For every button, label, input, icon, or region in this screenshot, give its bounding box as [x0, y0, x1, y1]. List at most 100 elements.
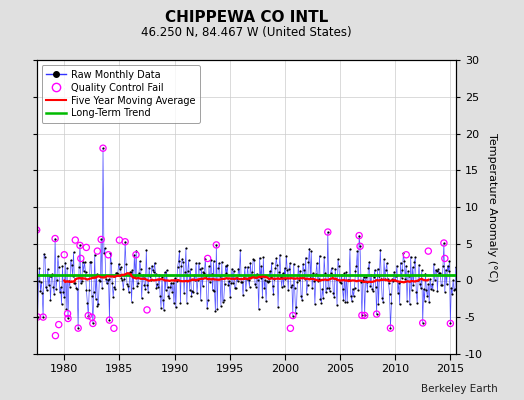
Point: [340, 270, 348, 276]
Point: [157, 305, 165, 311]
Point: [80, 259, 89, 265]
Point: [328, 272, 336, 278]
Point: [104, 252, 113, 258]
Point: [425, 299, 433, 305]
Point: [39, 314, 47, 320]
Point: [211, 308, 220, 315]
Point: [427, 286, 435, 292]
Point: [173, 264, 182, 270]
Point: [282, 252, 290, 259]
Point: [450, 287, 458, 293]
Point: [174, 258, 183, 264]
Point: [208, 271, 216, 277]
Point: [330, 294, 339, 300]
Point: [398, 267, 407, 274]
Point: [323, 285, 331, 292]
Point: [324, 285, 333, 291]
Point: [172, 278, 181, 285]
Point: [101, 245, 109, 251]
Point: [434, 266, 443, 272]
Point: [406, 301, 414, 308]
Point: [74, 325, 82, 331]
Point: [51, 332, 60, 339]
Point: [99, 145, 107, 151]
Point: [121, 238, 129, 245]
Point: [444, 268, 453, 274]
Point: [35, 265, 43, 272]
Point: [45, 282, 53, 288]
Point: [404, 268, 412, 274]
Point: [351, 268, 359, 275]
Point: [364, 265, 373, 271]
Point: [452, 264, 460, 270]
Point: [237, 279, 245, 285]
Point: [117, 275, 126, 282]
Point: [385, 290, 394, 297]
Point: [303, 282, 312, 288]
Point: [238, 279, 246, 285]
Point: [320, 253, 329, 260]
Point: [116, 264, 125, 270]
Point: [412, 288, 420, 295]
Point: [433, 288, 442, 294]
Text: 46.250 N, 84.467 W (United States): 46.250 N, 84.467 W (United States): [141, 26, 352, 39]
Point: [77, 280, 85, 286]
Point: [232, 285, 240, 291]
Point: [53, 277, 61, 283]
Point: [158, 274, 166, 280]
Point: [106, 250, 115, 256]
Point: [92, 271, 101, 278]
Point: [259, 254, 268, 261]
Point: [254, 277, 262, 284]
Point: [304, 258, 313, 265]
Point: [440, 240, 448, 246]
Point: [92, 296, 100, 302]
Point: [337, 271, 346, 278]
Point: [418, 267, 426, 274]
Point: [78, 278, 86, 284]
Point: [123, 281, 131, 287]
Point: [419, 320, 427, 326]
Point: [94, 301, 103, 307]
Point: [183, 299, 191, 306]
Text: Berkeley Earth: Berkeley Earth: [421, 384, 498, 394]
Point: [93, 248, 102, 254]
Point: [395, 280, 403, 286]
Point: [435, 270, 443, 276]
Point: [313, 260, 321, 266]
Point: [296, 268, 304, 274]
Point: [135, 270, 143, 277]
Point: [394, 290, 402, 296]
Point: [341, 298, 350, 305]
Point: [267, 259, 276, 266]
Point: [448, 291, 456, 298]
Point: [365, 259, 374, 265]
Point: [408, 264, 417, 270]
Point: [98, 285, 106, 292]
Point: [279, 283, 288, 290]
Point: [356, 243, 364, 250]
Point: [160, 307, 168, 313]
Point: [407, 254, 415, 260]
Point: [118, 276, 127, 283]
Point: [388, 276, 397, 283]
Point: [103, 277, 112, 284]
Point: [149, 267, 157, 274]
Point: [39, 314, 47, 320]
Point: [281, 275, 290, 282]
Point: [402, 262, 410, 269]
Point: [115, 266, 124, 273]
Point: [131, 272, 139, 279]
Y-axis label: Temperature Anomaly (°C): Temperature Anomaly (°C): [487, 133, 497, 281]
Point: [59, 289, 68, 295]
Point: [273, 262, 281, 268]
Point: [322, 289, 330, 296]
Point: [339, 297, 347, 303]
Point: [188, 288, 196, 295]
Point: [301, 254, 310, 261]
Point: [236, 247, 245, 253]
Point: [97, 236, 105, 243]
Point: [143, 282, 151, 288]
Point: [287, 284, 295, 291]
Point: [241, 264, 249, 270]
